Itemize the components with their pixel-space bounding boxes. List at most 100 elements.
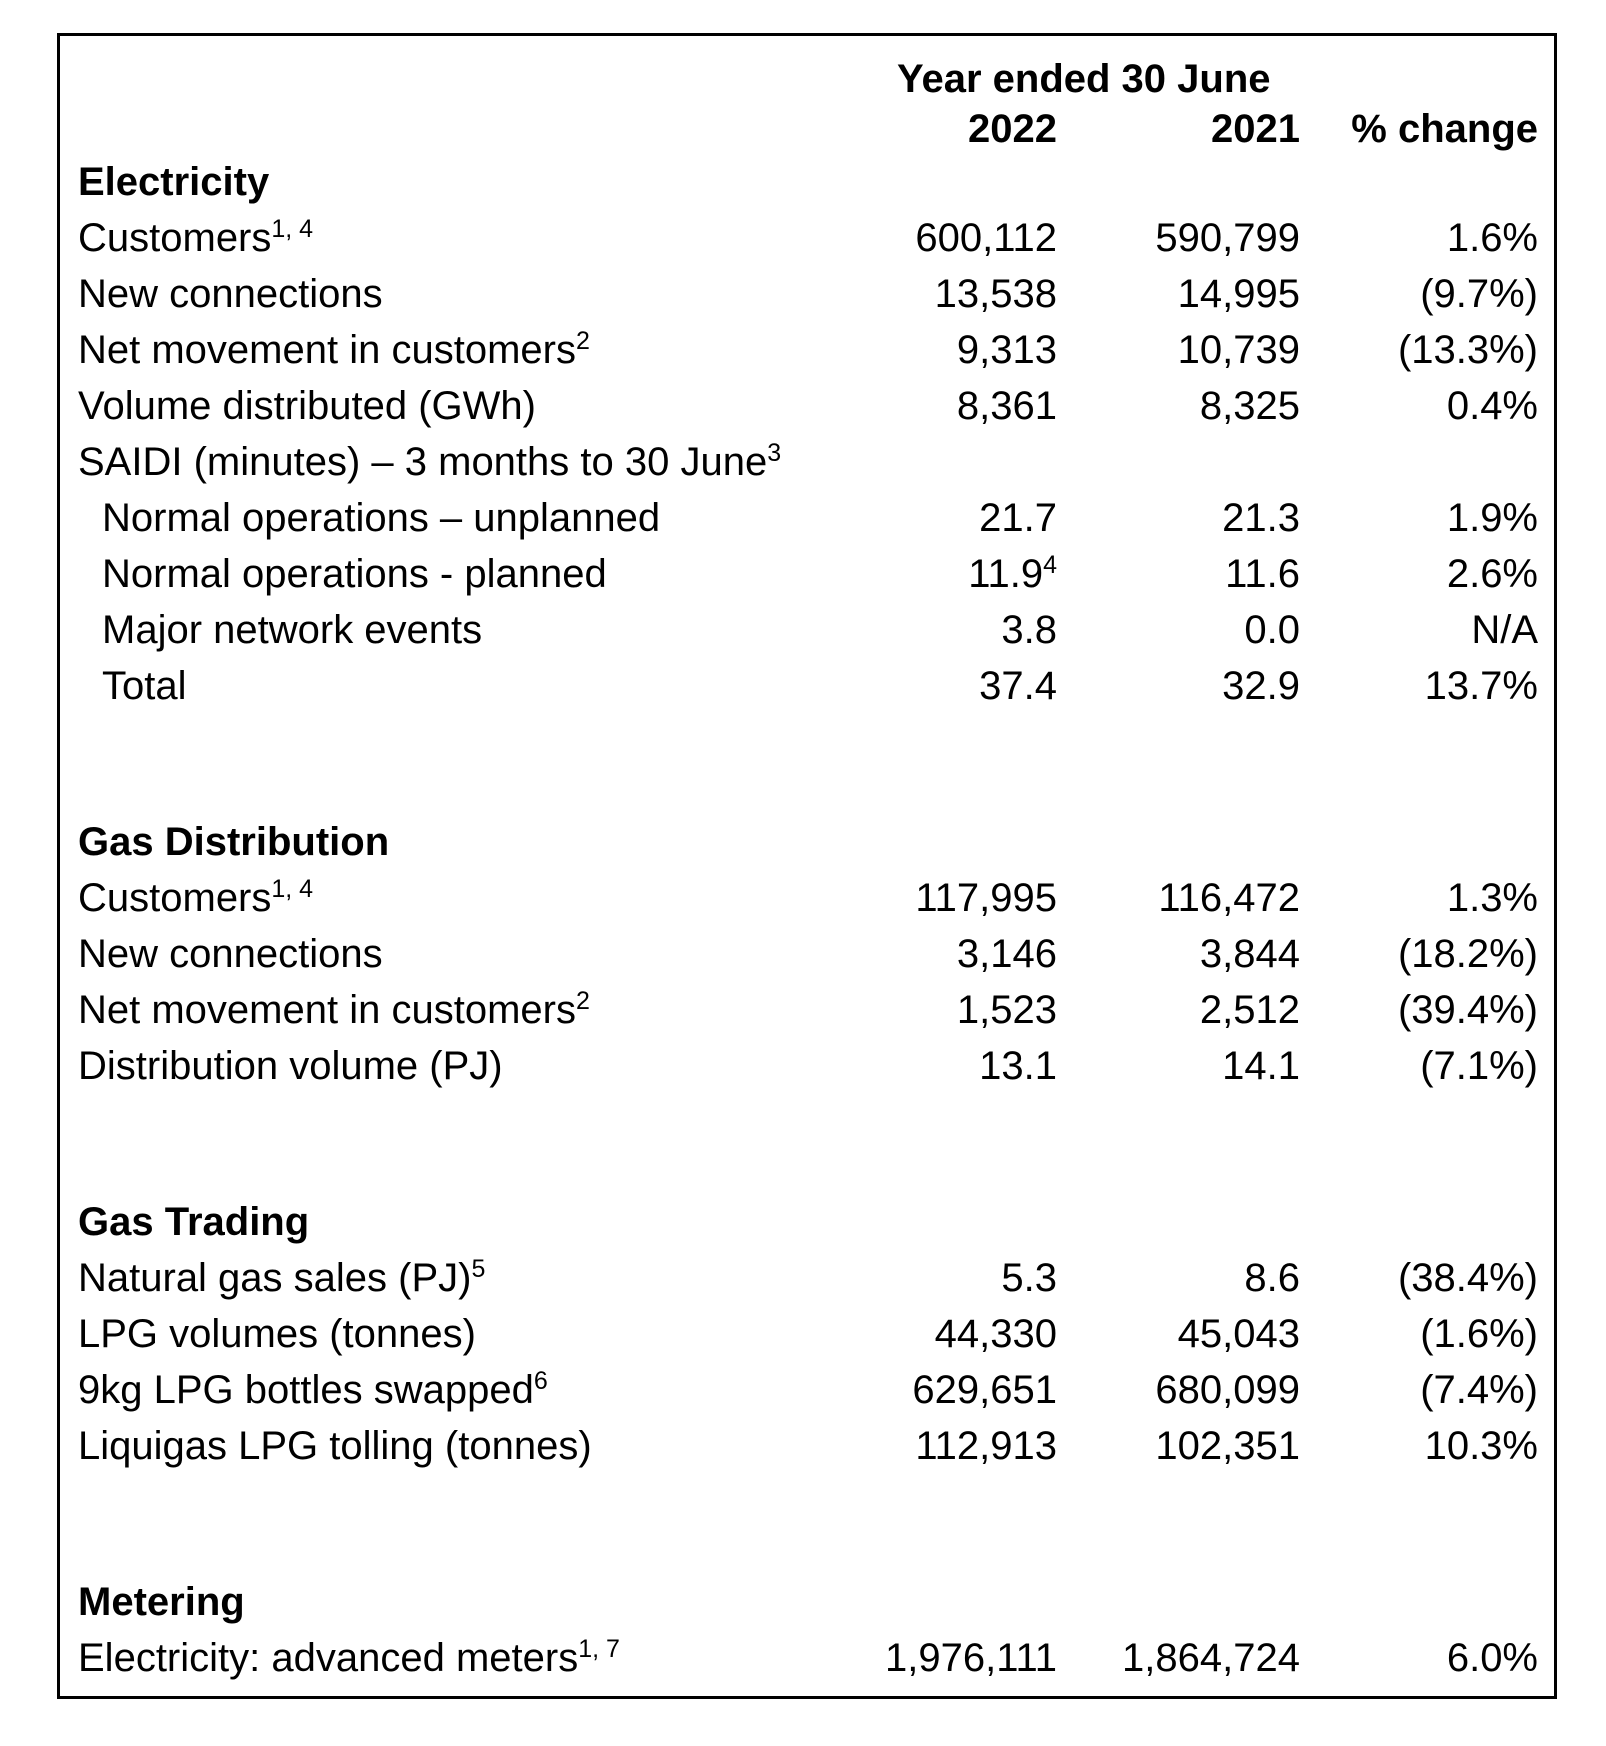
table-row: Customers1, 4 117,995 116,472 1.3% [78,870,1538,926]
value-pct-change: (1.6%) [1420,1312,1538,1356]
section-row-gas-trading: Gas Trading [78,1194,1538,1250]
value-pct-change: 1.9% [1446,496,1538,540]
section-row-gas-distribution: Gas Distribution [78,814,1538,870]
footnote-marker: 2 [575,327,590,355]
results-table: Year ended 30 June 2022 2021 % change El… [57,33,1557,1699]
section-heading: Gas Distribution [78,820,390,864]
row-label: Natural gas sales (PJ)5 [78,1255,486,1300]
footnote-marker: 3 [767,439,782,467]
value-2022: 3.8 [1001,608,1057,652]
value-2022: 600,112 [915,216,1057,260]
value-2021: 590,799 [1155,216,1300,260]
value-2021: 45,043 [1177,1312,1300,1356]
row-label: Distribution volume (PJ) [78,1044,503,1088]
value-2022: 629,651 [912,1368,1057,1412]
value-2021: 2,512 [1199,988,1300,1032]
value-2022: 21.7 [979,496,1057,540]
section-gap [78,1474,1538,1574]
value-2022: 1,523 [956,988,1057,1032]
value-2021: 8.6 [1244,1256,1300,1300]
column-header-row: 2022 2021 % change [78,104,1538,154]
row-label: Normal operations – unplanned [102,496,661,540]
table-row: Natural gas sales (PJ)5 5.3 8.6 (38.4%) [78,1250,1538,1306]
value-2022: 13,538 [934,272,1057,316]
value-pct-change: N/A [1471,608,1538,652]
row-label: Normal operations - planned [102,552,607,596]
value-pct-change: (9.7%) [1420,272,1538,316]
value-2021: 1,864,724 [1122,1636,1300,1680]
value-2022: 5.3 [1001,1256,1057,1300]
value-pct-change: 6.0% [1446,1636,1538,1680]
row-label: LPG volumes (tonnes) [78,1312,476,1356]
value-2021: 10,739 [1177,328,1300,372]
table-row: Normal operations - planned 11.94 11.6 2… [78,546,1538,602]
table-row: Customers1, 4 600,112 590,799 1.6% [78,210,1538,266]
value-2022: 112,913 [915,1424,1057,1468]
table-row: Net movement in customers2 1,523 2,512 (… [78,982,1538,1038]
row-label: New connections [78,272,383,316]
value-2021: 14.1 [1222,1044,1300,1088]
value-2021: 14,995 [1177,272,1300,316]
table-row: Net movement in customers2 9,313 10,739 … [78,322,1538,378]
section-gap [78,714,1538,814]
row-label: Electricity: advanced meters1, 7 [78,1635,620,1680]
value-pct-change: (39.4%) [1397,988,1538,1032]
footnote-marker: 5 [471,1255,486,1283]
section-heading: Gas Trading [78,1200,310,1244]
table-row: Normal operations – unplanned 21.7 21.3 … [78,490,1538,546]
table-row: 9kg LPG bottles swapped6 629,651 680,099… [78,1362,1538,1418]
section-row-electricity: Electricity [78,154,1538,210]
value-2021: 116,472 [1158,876,1300,920]
row-label: Net movement in customers2 [78,987,590,1032]
period-header: Year ended 30 June [897,57,1271,101]
value-2021: 102,351 [1155,1424,1300,1468]
row-label: Total [102,664,187,708]
section-heading: Metering [78,1580,245,1624]
section-gap [78,1094,1538,1194]
table-row: Volume distributed (GWh) 8,361 8,325 0.4… [78,378,1538,434]
footnote-marker: 4 [1043,551,1057,579]
table-row: Liquigas LPG tolling (tonnes) 112,913 10… [78,1418,1538,1474]
value-2022: 8,361 [956,384,1057,428]
value-pct-change: 1.6% [1446,216,1538,260]
value-pct-change: 10.3% [1424,1424,1538,1468]
value-2021: 0.0 [1244,608,1300,652]
value-pct-change: (7.1%) [1420,1044,1538,1088]
row-label: Liquigas LPG tolling (tonnes) [78,1424,592,1468]
row-label: Major network events [102,608,483,652]
row-label: SAIDI (minutes) – 3 months to 30 June3 [78,439,782,484]
row-label: Volume distributed (GWh) [78,384,536,428]
value-2021: 21.3 [1222,496,1300,540]
value-2022: 44,330 [934,1312,1057,1356]
table-row: New connections 3,146 3,844 (18.2%) [78,926,1538,982]
value-2021: 11.6 [1225,552,1300,596]
value-pct-change: 2.6% [1446,552,1538,596]
table-row: Electricity: advanced meters1, 7 1,976,1… [78,1630,1538,1686]
value-2021: 8,325 [1199,384,1300,428]
period-header-row: Year ended 30 June [78,54,1538,104]
footnote-marker: 1, 4 [271,215,314,243]
value-2022: 1,976,111 [884,1636,1057,1680]
value-2022: 9,313 [956,328,1057,372]
value-pct-change: 1.3% [1446,876,1538,920]
value-2022: 37.4 [979,664,1057,708]
value-pct-change: 0.4% [1446,384,1538,428]
row-label: New connections [78,932,383,976]
row-label: Customers1, 4 [78,875,314,920]
value-pct-change: 13.7% [1424,664,1538,708]
table-row: Major network events 3.8 0.0 N/A [78,602,1538,658]
footnote-marker: 2 [575,987,590,1015]
section-heading: Electricity [78,160,270,204]
table-row: New connections 13,538 14,995 (9.7%) [78,266,1538,322]
row-label: Net movement in customers2 [78,327,590,372]
footnote-marker: 1, 4 [271,875,314,903]
value-2022: 117,995 [915,876,1057,920]
value-pct-change: (38.4%) [1397,1256,1538,1300]
row-label: 9kg LPG bottles swapped6 [78,1367,548,1412]
value-2021: 680,099 [1155,1368,1300,1412]
table-row: SAIDI (minutes) – 3 months to 30 June3 [78,434,1538,490]
value-2022: 11.94 [968,551,1057,596]
footnote-marker: 6 [533,1367,548,1395]
table-row: Total 37.4 32.9 13.7% [78,658,1538,714]
